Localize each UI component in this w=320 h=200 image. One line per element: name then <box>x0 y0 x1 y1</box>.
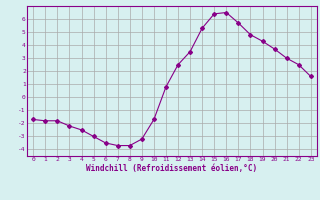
X-axis label: Windchill (Refroidissement éolien,°C): Windchill (Refroidissement éolien,°C) <box>86 164 258 173</box>
